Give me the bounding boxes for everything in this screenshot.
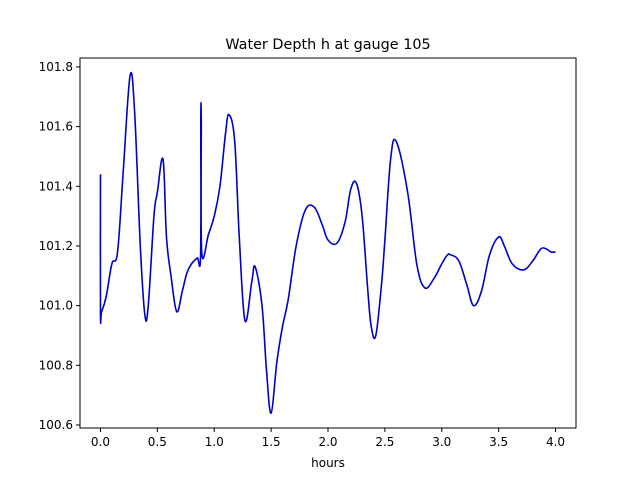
- y-tick-label: 101.2: [39, 239, 73, 253]
- y-tick-label: 101.0: [39, 299, 73, 313]
- x-axis-label: hours: [311, 456, 345, 470]
- x-tick-label: 2.5: [375, 435, 394, 449]
- y-tick-label: 101.6: [39, 120, 73, 134]
- x-tick-label: 3.0: [432, 435, 451, 449]
- series-line: [99, 71, 556, 414]
- x-tick-label: 3.5: [489, 435, 508, 449]
- x-tick-label: 1.0: [205, 435, 224, 449]
- x-tick-label: 2.0: [318, 435, 337, 449]
- y-tick-label: 100.8: [39, 358, 73, 372]
- x-tick-label: 4.0: [546, 435, 565, 449]
- x-tick-label: 0.5: [148, 435, 167, 449]
- y-axis: 100.6 100.8 101.0 101.2 101.4 101.6 101.8: [39, 60, 80, 432]
- y-tick-label: 100.6: [39, 418, 73, 432]
- x-axis: 0.0 0.5 1.0 1.5 2.0 2.5 3.0 3.5 4.0: [91, 428, 565, 449]
- y-tick-label: 101.4: [39, 179, 73, 193]
- y-tick-label: 101.8: [39, 60, 73, 74]
- plot-series-group: [99, 71, 556, 414]
- x-tick-label: 0.0: [91, 435, 110, 449]
- chart-title: Water Depth h at gauge 105: [225, 37, 430, 53]
- x-tick-label: 1.5: [262, 435, 281, 449]
